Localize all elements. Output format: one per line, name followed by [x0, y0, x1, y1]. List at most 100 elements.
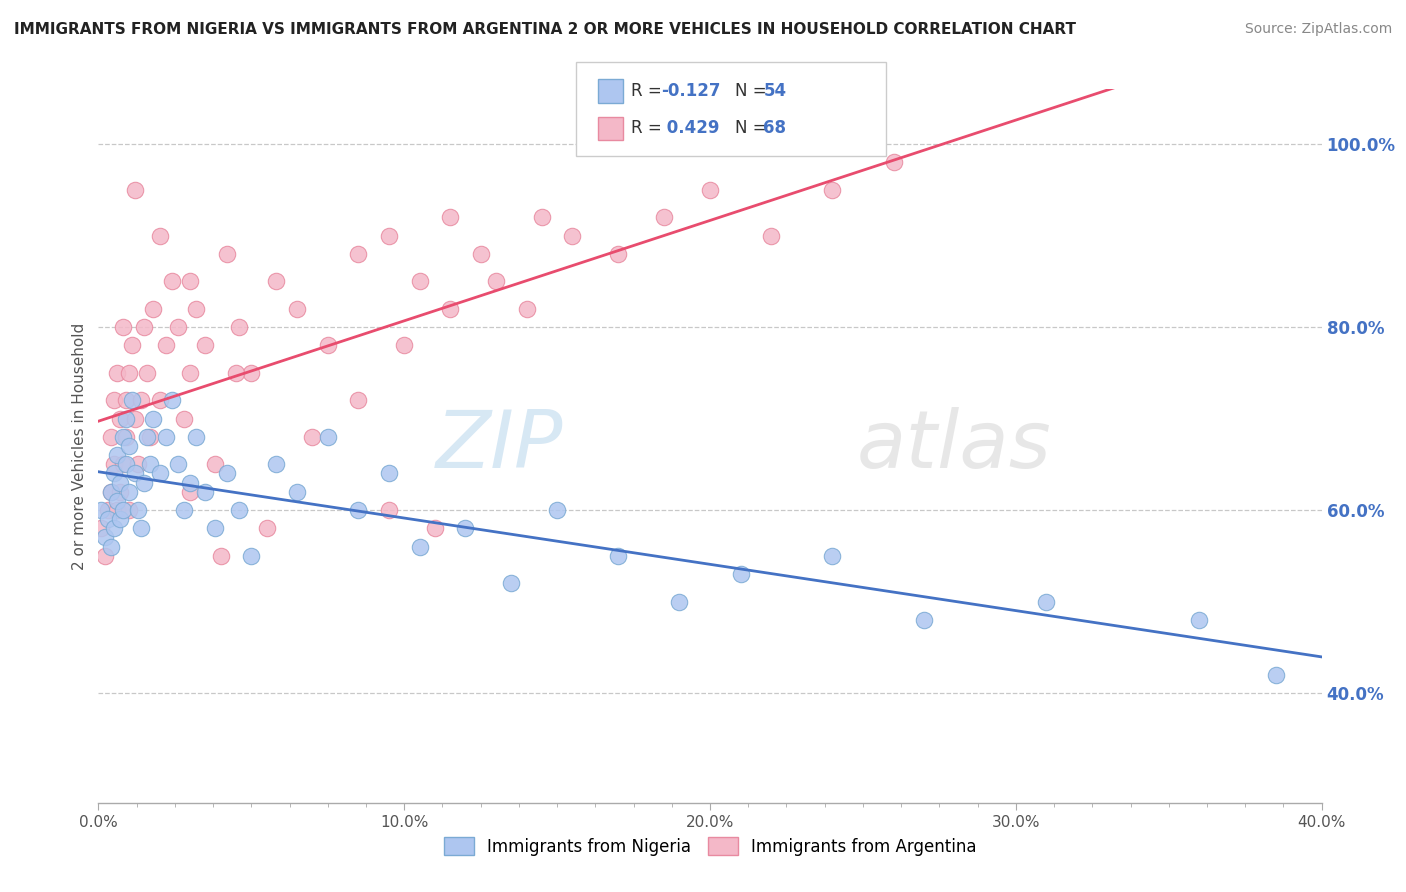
Point [179, 366, 201, 380]
Point [108, 411, 131, 425]
Text: R =: R = [631, 82, 668, 100]
Point [173, 503, 195, 517]
Point [118, 366, 141, 380]
Point [97, 512, 120, 526]
Point [821, 549, 844, 563]
Point [285, 301, 308, 316]
Point [103, 458, 125, 472]
Point [530, 211, 553, 225]
Point [100, 484, 122, 499]
Point [118, 484, 141, 499]
Point [111, 430, 134, 444]
Y-axis label: 2 or more Vehicles in Household: 2 or more Vehicles in Household [72, 322, 87, 570]
Point [100, 540, 122, 554]
Point [652, 211, 675, 225]
Point [883, 155, 905, 169]
Point [285, 484, 308, 499]
Text: 54: 54 [763, 82, 786, 100]
Point [100, 484, 122, 499]
Point [301, 430, 323, 444]
Point [121, 338, 143, 352]
Point [821, 183, 844, 197]
Point [149, 393, 172, 408]
Point [103, 467, 125, 481]
Point [118, 439, 141, 453]
Point [149, 467, 172, 481]
Text: R =: R = [631, 120, 668, 137]
Text: N =: N = [735, 120, 772, 137]
Point [93, 549, 115, 563]
Legend: Immigrants from Nigeria, Immigrants from Argentina: Immigrants from Nigeria, Immigrants from… [437, 830, 983, 863]
Text: N =: N = [735, 82, 772, 100]
Point [256, 521, 278, 535]
Point [139, 458, 162, 472]
Point [240, 366, 263, 380]
Point [225, 366, 247, 380]
Point [179, 475, 201, 490]
Point [347, 247, 370, 261]
Point [121, 393, 143, 408]
Point [347, 503, 370, 517]
Point [105, 494, 128, 508]
Point [408, 540, 430, 554]
Point [90, 503, 112, 517]
Point [115, 411, 138, 425]
Point [142, 411, 165, 425]
Point [179, 484, 201, 499]
Point [149, 228, 172, 243]
Point [142, 301, 165, 316]
Point [90, 521, 112, 535]
Point [912, 613, 935, 627]
Point [699, 183, 721, 197]
Point [759, 228, 782, 243]
Text: 0.429: 0.429 [661, 120, 720, 137]
Point [155, 338, 177, 352]
Point [240, 549, 263, 563]
Text: atlas: atlas [856, 407, 1052, 485]
Point [668, 594, 690, 608]
Point [160, 274, 183, 288]
Point [439, 211, 461, 225]
Point [501, 576, 523, 591]
Text: Source: ZipAtlas.com: Source: ZipAtlas.com [1244, 22, 1392, 37]
Point [1188, 613, 1211, 627]
Point [105, 366, 128, 380]
Point [129, 393, 152, 408]
Point [607, 549, 630, 563]
Point [111, 458, 134, 472]
Point [228, 503, 250, 517]
Point [316, 430, 339, 444]
Point [155, 430, 177, 444]
Point [93, 531, 115, 545]
Point [129, 521, 152, 535]
Point [1035, 594, 1057, 608]
Point [454, 521, 477, 535]
Point [124, 411, 146, 425]
Point [215, 247, 238, 261]
Point [423, 521, 446, 535]
Point [1264, 667, 1286, 681]
Point [485, 274, 508, 288]
Point [115, 458, 138, 472]
Point [439, 301, 461, 316]
Point [378, 467, 401, 481]
Point [194, 484, 217, 499]
Point [204, 458, 226, 472]
Point [115, 430, 138, 444]
Point [264, 458, 287, 472]
Point [316, 338, 339, 352]
Text: ZIP: ZIP [436, 407, 564, 485]
Text: -0.127: -0.127 [661, 82, 720, 100]
Point [108, 512, 131, 526]
Point [134, 320, 156, 334]
Point [347, 393, 370, 408]
Point [209, 549, 232, 563]
Point [108, 484, 131, 499]
Point [186, 301, 208, 316]
Point [103, 393, 125, 408]
Point [115, 393, 138, 408]
Point [470, 247, 492, 261]
Point [160, 393, 183, 408]
Point [561, 228, 583, 243]
Point [118, 503, 141, 517]
